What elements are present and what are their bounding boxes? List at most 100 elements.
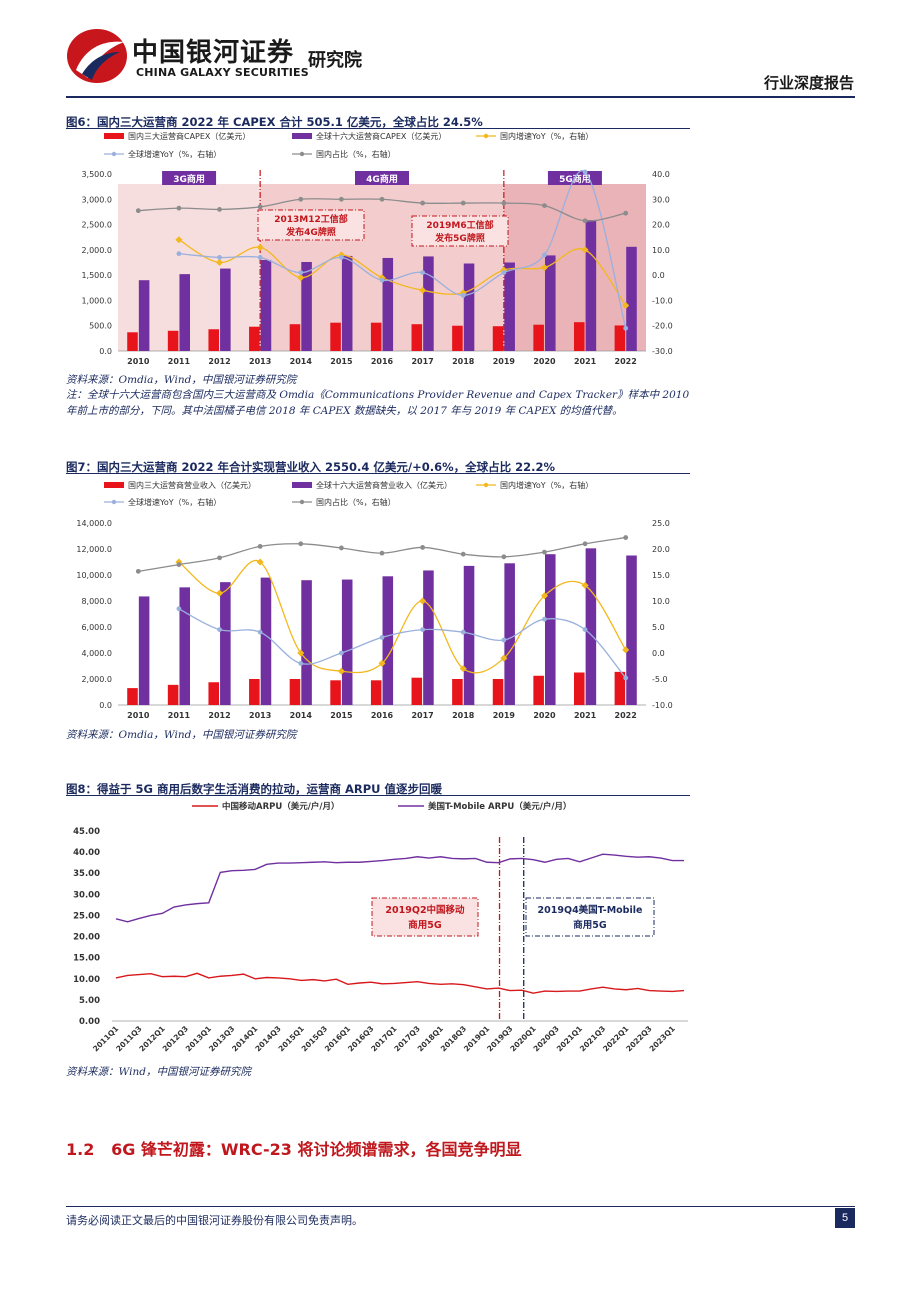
y2-tick-label: 20.0 (652, 221, 670, 230)
series-marker (501, 554, 507, 560)
annotation-text: 商用5G (573, 919, 607, 931)
figure-7-title: 图7：国内三大运营商 2022 年合计实现营业收入 2550.4 亿美元/+0.… (66, 460, 556, 474)
y-tick-label: 2,000.0 (81, 675, 112, 684)
series-marker (582, 218, 588, 224)
legend-marker (299, 499, 305, 505)
figure-8-source: 资料来源：Wind，中国银河证券研究院 (66, 1066, 251, 1078)
series-marker (582, 541, 588, 547)
legend-label: 全球增速YoY（%，右轴） (128, 149, 221, 159)
series-marker (216, 589, 224, 597)
series-marker (623, 535, 629, 540)
bar (330, 322, 341, 351)
series-marker (379, 277, 385, 283)
bar (341, 579, 353, 705)
y2-tick-label: -20.0 (652, 322, 673, 331)
bar (370, 680, 382, 705)
series-marker (338, 650, 344, 656)
x-tick-label: 2021 (574, 357, 597, 366)
bar (179, 274, 191, 351)
phase-label: 5G商用 (559, 173, 591, 185)
series-marker (257, 204, 263, 210)
series-marker (542, 549, 547, 555)
y-tick-label: 35.00 (73, 869, 100, 879)
y-tick-label: 500.0 (89, 322, 112, 331)
bar (370, 322, 382, 351)
y2-tick-label: 15.0 (652, 571, 670, 580)
page-number: 5 (835, 1208, 855, 1228)
series-marker (338, 255, 344, 260)
legend-label: 国内三大运营商营业收入（亿美元） (128, 480, 256, 490)
y-tick-label: 0.0 (99, 701, 112, 710)
annotation-text: 商用5G (408, 919, 442, 931)
x-tick-label: 2010 (127, 711, 150, 720)
y2-tick-label: 10.0 (652, 597, 670, 606)
legend-marker (483, 133, 489, 139)
x-tick-label: 2020 (533, 711, 556, 720)
series-marker (135, 568, 141, 574)
figure-7-source: 资料来源：Omdia，Wind，中国银河证券研究院 (66, 729, 297, 741)
section-heading: 1.2 6G 锋芒初露：WRC-23 将讨论频谱需求，各国竞争明显 (66, 1136, 521, 1160)
company-name-en: CHINA GALAXY SECURITIES (136, 66, 309, 79)
annotation-text: 2019M6工信部 (426, 219, 493, 231)
x-tick-label: 2022 (615, 711, 637, 720)
bar (544, 255, 556, 351)
y2-tick-label: -30.0 (652, 347, 673, 356)
x-tick-label: 2017 (411, 711, 433, 720)
legend-label: 国内占比（%，右轴） (316, 149, 396, 159)
legend-label: 美国T-Mobile ARPU（美元/户/月） (428, 801, 571, 812)
series-marker (216, 258, 224, 267)
series-line (178, 608, 627, 679)
x-tick-label: 2014 (290, 357, 313, 366)
series-marker (419, 597, 427, 605)
y2-tick-label: -10.0 (652, 701, 673, 710)
annotation-text: 发布4G牌照 (285, 226, 336, 238)
y-tick-label: 14,000.0 (76, 519, 112, 528)
series-marker (460, 629, 466, 635)
bar (138, 280, 150, 351)
bar (382, 257, 394, 351)
series-marker (540, 592, 548, 600)
series-marker (176, 562, 182, 567)
y-tick-label: 15.00 (73, 954, 100, 964)
x-tick-label: 2013 (249, 357, 271, 366)
x-tick-label: 2022 (615, 357, 637, 366)
series-marker (217, 255, 222, 260)
x-tick-label: 2016 (371, 711, 394, 720)
legend-label: 全球十六大运营商营业收入（亿美元） (316, 480, 452, 490)
series-marker (379, 196, 385, 202)
legend-swatch (292, 482, 312, 488)
bar (179, 587, 191, 705)
figure-8-rule (66, 795, 690, 796)
x-tick-label: 2019 (493, 357, 516, 366)
series-marker (420, 627, 426, 632)
legend-label: 国内增速YoY（%，右轴） (500, 480, 593, 490)
bar (249, 679, 260, 705)
bar (614, 325, 626, 351)
series-marker (337, 667, 345, 675)
figure-6-note: 注：全球十六大运营商包含国内三大运营商及 Omdia《Communication… (66, 389, 690, 417)
y-tick-label: 2,000.0 (81, 246, 112, 255)
phase-label: 4G商用 (366, 173, 398, 185)
y-tick-label: 2,500.0 (81, 221, 112, 230)
y2-tick-label: 5.0 (652, 623, 665, 632)
series-marker (298, 196, 304, 202)
annotation-box (411, 215, 509, 247)
bar (208, 682, 220, 705)
bar (463, 263, 475, 351)
y-tick-label: 25.00 (73, 911, 100, 921)
series-marker (501, 200, 507, 206)
series-marker (257, 629, 263, 635)
legend-label: 全球十六大运营商CAPEX（亿美元） (316, 131, 446, 141)
figure-8-title: 图8：得益于 5G 商用后数字生活消费的拉动，运营商 ARPU 值逐步回暖 (66, 782, 442, 796)
figure-7-rule (66, 473, 690, 474)
series-marker (176, 251, 182, 257)
y-tick-label: 4,000.0 (81, 649, 112, 658)
series-marker (338, 196, 344, 202)
bar (289, 324, 301, 351)
y2-tick-label: 10.0 (652, 246, 670, 255)
figure-7-chart: 0.0 2,000.0 4,000.0 6,000.0 8,000.0 10,000.0 1… (76, 480, 673, 720)
series-marker (581, 246, 589, 254)
x-tick-label: 2020 (533, 357, 556, 366)
annotation-box (371, 897, 479, 937)
annotation-text: 2013M12工信部 (274, 213, 348, 225)
